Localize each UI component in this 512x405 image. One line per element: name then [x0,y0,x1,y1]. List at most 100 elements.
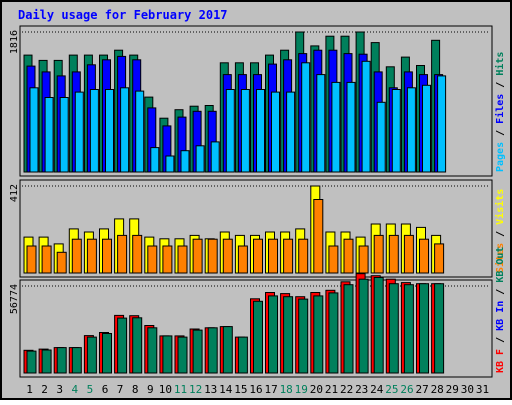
visits-sites-frame [19,179,493,278]
bar-kbytes-kb-out-day-21 [328,292,339,374]
bar-kbytes-kb-out-day-1 [26,350,37,374]
x-label-day-29: 29 [446,383,459,396]
legend-separator: / [495,76,506,94]
bar-hits-files-pages-pages-day-21 [331,81,341,173]
bar-hits-files-pages-pages-day-6 [105,89,114,173]
bar-visits-sites-sites-day-8 [132,234,143,274]
x-label-day-21: 21 [325,383,338,396]
bar-hits-files-pages-pages-day-26 [406,87,416,173]
bar-hits-files-pages-pages-day-13 [210,141,220,173]
bar-kbytes-kb-out-day-24 [373,277,384,374]
x-label-day-25: 25 [385,383,398,396]
bar-hits-files-pages-pages-day-5 [89,89,99,173]
bar-hits-files-pages-pages-day-28 [437,75,447,173]
legend-visits: Visits [494,189,506,225]
x-label-day-30: 30 [461,383,474,396]
bar-visits-sites-sites-day-14 [222,238,233,274]
bar-visits-sites-sites-day-9 [147,245,158,274]
kbytes-legend-text: KB F / KB In / KB Out [495,247,506,373]
bar-kbytes-kb-out-day-9 [147,327,158,374]
bar-kbytes-kb-out-day-5 [86,336,97,374]
x-label-day-31: 31 [476,383,489,396]
x-label-day-17: 17 [264,383,277,396]
x-label-day-6: 6 [102,383,109,396]
bar-hits-files-pages-pages-day-23 [361,60,371,173]
x-label-day-14: 14 [219,383,233,396]
hits-files-pages-ymax-label: 1816 [9,30,20,54]
visits-sites-legend: Sites / Visits [494,189,506,273]
bar-hits-files-pages-pages-day-4 [74,91,84,173]
bar-visits-sites-sites-day-27 [419,238,429,274]
bar-hits-files-pages-pages-day-24 [376,101,386,173]
bar-hits-files-pages-pages-day-20 [316,74,326,173]
x-label-day-28: 28 [431,383,444,396]
bar-kbytes-kb-out-day-13 [207,327,218,374]
bar-kbytes-kb-out-day-18 [283,296,294,374]
bar-visits-sites-sites-day-19 [298,238,309,274]
bar-visits-sites-sites-day-16 [253,238,263,274]
x-label-day-10: 10 [159,383,172,396]
legend-kb-out: KB Out [495,247,506,283]
bar-visits-sites-sites-day-20 [313,199,324,274]
bar-visits-sites-sites-day-3 [56,251,67,274]
hits-files-pages-frame [19,25,493,177]
bar-hits-files-pages-pages-day-3 [59,97,69,173]
legend-kb-in: KB In [495,301,506,331]
kbytes-legend: KB F / KB In / KB Out [495,247,506,373]
bar-kbytes-kb-out-day-23 [358,278,369,374]
x-label-day-27: 27 [415,383,428,396]
bar-kbytes-kb-out-day-6 [102,333,112,374]
hits-files-pages-legend-text: Pages / Files / Hits [494,52,506,172]
x-label-day-20: 20 [310,383,323,396]
legend-separator: / [495,283,506,301]
bar-hits-files-pages-pages-day-17 [271,91,280,173]
bar-visits-sites-sites-day-10 [162,245,173,274]
bar-kbytes-kb-out-day-28 [434,283,445,374]
bar-visits-sites-sites-day-13 [207,238,218,274]
bar-visits-sites-sites-day-26 [403,234,414,274]
bar-visits-sites-sites-day-23 [358,245,369,274]
x-label-day-4: 4 [71,383,78,396]
legend-pages: Pages [495,142,506,172]
x-label-day-16: 16 [249,383,262,396]
kbytes-series-kb-out [26,277,445,374]
legend-sites: Sites [494,243,506,273]
bar-hits-files-pages-pages-day-9 [150,147,160,173]
x-label-day-2: 2 [41,383,48,396]
bar-kbytes-kb-out-day-2 [41,349,52,374]
bar-kbytes-kb-out-day-10 [162,335,173,374]
bar-kbytes-kb-out-day-8 [132,317,143,374]
hits-files-pages-series-pages [29,60,447,173]
bar-kbytes-kb-out-day-3 [56,347,67,374]
bar-hits-files-pages-pages-day-25 [391,89,401,173]
x-label-day-9: 9 [147,383,154,396]
x-label-day-19: 19 [295,383,308,396]
legend-separator: / [495,225,506,243]
kbytes-panel: 56774 KB F / KB In / KB Out [9,247,506,378]
kbytes-frame [19,279,493,378]
x-axis-labels: 1 2 3 4 5 6 7 8 9 10 11 12 13 14 15 16 17 18 19 20 21 22 23 24 2… [26,383,489,396]
bar-hits-files-pages-pages-day-15 [240,89,250,173]
x-label-day-1: 1 [26,383,33,396]
x-label-day-5: 5 [87,383,94,396]
bar-hits-files-pages-pages-day-22 [346,81,356,173]
bar-visits-sites-sites-day-7 [117,234,128,274]
legend-separator: / [495,331,506,349]
x-label-day-3: 3 [56,383,63,396]
x-label-day-11: 11 [174,383,187,396]
legend-files: Files [494,94,506,124]
bar-kbytes-kb-out-day-11 [177,336,188,374]
bar-hits-files-pages-pages-day-16 [256,89,265,173]
x-label-day-8: 8 [132,383,139,396]
legend-hits: Hits [494,52,506,76]
bar-visits-sites-sites-day-6 [102,238,112,274]
bar-kbytes-kb-out-day-19 [298,298,309,374]
x-label-day-23: 23 [355,383,368,396]
bar-visits-sites-sites-day-22 [343,238,354,274]
bar-visits-sites-sites-day-21 [328,245,339,274]
visits-sites-series-sites [26,199,445,274]
bar-hits-files-pages-pages-day-18 [286,91,296,173]
bar-kbytes-kb-out-day-20 [313,295,324,374]
bar-hits-files-pages-pages-day-8 [135,90,145,173]
